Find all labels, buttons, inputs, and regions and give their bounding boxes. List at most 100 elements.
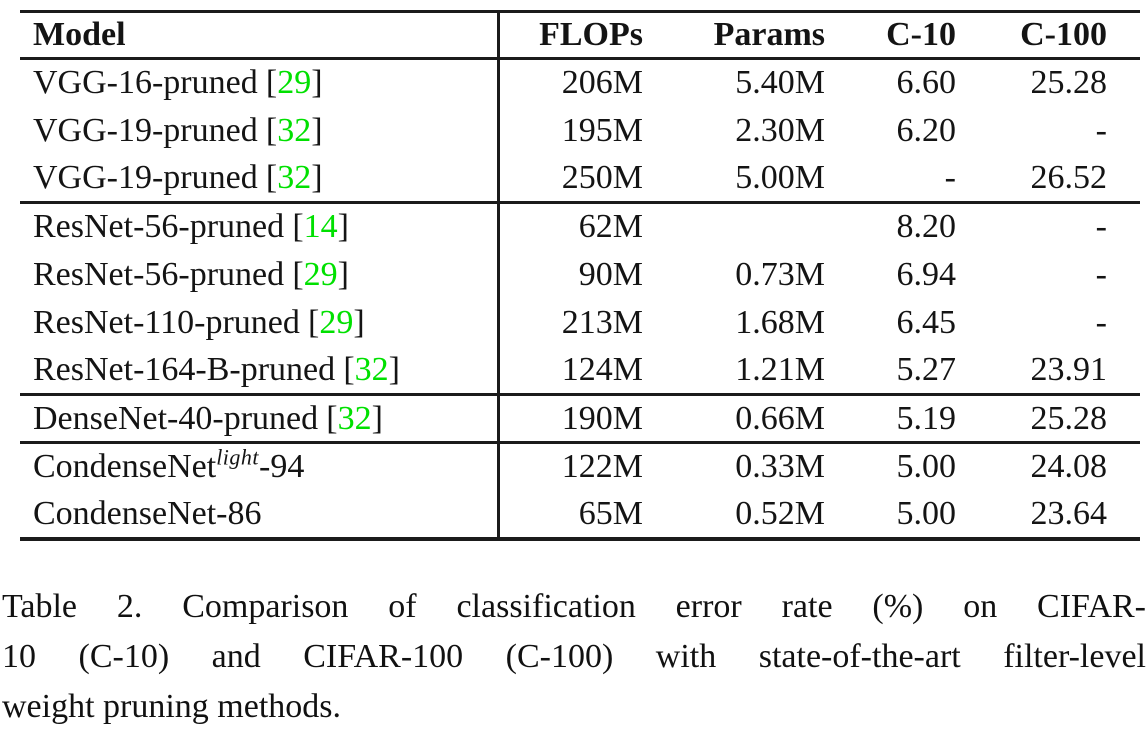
citation-bracket-open: [ [265, 158, 278, 196]
citation-link[interactable]: 14 [303, 208, 338, 246]
model-name: VGG-19-pruned [33, 111, 258, 149]
model-name: ResNet-164-B-pruned [33, 350, 336, 388]
model-name: CondenseNet-86 [33, 494, 262, 532]
citation-bracket-close: ] [311, 158, 323, 196]
flops-cell: 190M [561, 399, 643, 437]
c100-cell: 24.08 [1030, 448, 1108, 486]
citation-bracket-open: [ [265, 111, 278, 149]
section-condensenet: CondenseNetlight-94 122M 0.33M 5.00 24.0… [20, 442, 1140, 539]
c10-cell: 8.20 [896, 208, 957, 246]
caption-line-1: Table 2. Comparison of classification er… [2, 588, 1146, 625]
c10-cell: 6.94 [896, 255, 957, 293]
model-name: ResNet-56-pruned [33, 208, 285, 246]
c100-cell: - [1095, 111, 1107, 149]
citation-link[interactable]: 29 [277, 64, 312, 102]
citation-bracket-close: ] [371, 399, 383, 437]
table-row: DenseNet-40-pruned [32] 190M 0.66M 5.19 2… [20, 394, 1140, 443]
c100-cell: 23.64 [1030, 494, 1108, 532]
results-table: Model FLOPs Params C-10 C-100 VGG-16-pru… [20, 10, 1140, 541]
c100-cell: 25.28 [1030, 64, 1108, 102]
citation-link[interactable]: 29 [303, 255, 338, 293]
params-cell: 0.52M [735, 494, 825, 532]
citation-bracket-close: ] [311, 64, 323, 102]
citation-bracket-close: ] [337, 208, 349, 246]
citation: [14] [292, 208, 349, 245]
model-cell: CondenseNet-86 [20, 490, 500, 539]
params-cell: 1.68M [735, 303, 825, 341]
col-header-c10: C-10 [886, 16, 956, 53]
table-row: ResNet-56-pruned [14] 62M 8.20 - [20, 202, 1140, 251]
params-cell: 0.73M [735, 255, 825, 293]
section-densenet: DenseNet-40-pruned [32] 190M 0.66M 5.19 2… [20, 394, 1140, 443]
model-cell: ResNet-56-pruned [14] [20, 202, 500, 251]
flops-cell: 250M [561, 158, 643, 196]
c100-cell: 26.52 [1030, 158, 1108, 196]
flops-cell: 90M [578, 255, 643, 293]
c100-cell: - [1095, 255, 1107, 293]
flops-cell: 124M [561, 350, 643, 388]
flops-cell: 122M [561, 448, 643, 486]
flops-cell: 213M [561, 303, 643, 341]
table-row: ResNet-56-pruned [29] 90M 0.73M 6.94 - [20, 250, 1140, 299]
c10-cell: 6.60 [896, 64, 957, 102]
c10-cell: 6.45 [896, 303, 957, 341]
citation-link[interactable]: 32 [277, 111, 312, 149]
c10-cell: - [944, 158, 956, 196]
citation-bracket-open: [ [343, 350, 355, 388]
caption-line-2: 10 (C-10) and CIFAR-100 (C-100) with sta… [2, 638, 1146, 675]
citation-link[interactable]: 29 [319, 303, 354, 341]
table-caption: Table 2. Comparison of classification er… [2, 582, 1146, 731]
col-header-model: Model [20, 11, 500, 59]
citation-bracket-open: [ [292, 255, 304, 293]
section-vgg: VGG-16-pruned [29] 206M 5.40M 6.60 25.28 … [20, 58, 1140, 203]
col-header-flops: FLOPs [539, 16, 643, 53]
model-superscript: light [216, 444, 260, 470]
citation-bracket-open: [ [292, 208, 304, 246]
citation-link[interactable]: 32 [337, 399, 372, 437]
params-cell: 2.30M [735, 111, 825, 149]
citation-bracket-open: [ [326, 399, 338, 437]
citation-bracket-open: [ [265, 64, 278, 102]
model-name: DenseNet-40-pruned [33, 399, 319, 437]
table-header: Model FLOPs Params C-10 C-100 [20, 11, 1140, 59]
table-row: VGG-16-pruned [29] 206M 5.40M 6.60 25.28 [20, 58, 1140, 107]
citation-bracket-close: ] [388, 350, 400, 388]
model-name: ResNet-110-pruned [33, 303, 300, 341]
c100-cell: - [1095, 303, 1107, 341]
citation-bracket-close: ] [311, 111, 323, 149]
params-cell: 0.66M [735, 399, 825, 437]
model-name: VGG-16-pruned [33, 64, 258, 102]
citation-link[interactable]: 32 [277, 158, 312, 196]
model-cell: VGG-19-pruned [32] [20, 106, 500, 155]
model-cell: ResNet-164-B-pruned [32] [20, 346, 500, 395]
citation: [32] [343, 351, 400, 388]
params-cell: 0.33M [735, 448, 825, 486]
citation-bracket-close: ] [337, 255, 349, 293]
params-cell: 5.40M [735, 64, 825, 102]
table-row: VGG-19-pruned [32] 195M 2.30M 6.20 - [20, 106, 1140, 155]
citation: [29] [308, 304, 365, 341]
col-header-c100: C-100 [1020, 16, 1107, 53]
table-row: ResNet-164-B-pruned [32] 124M 1.21M 5.27 … [20, 346, 1140, 395]
c100-cell: - [1095, 208, 1107, 246]
section-resnet: ResNet-56-pruned [14] 62M 8.20 - ResNet-5… [20, 202, 1140, 395]
c100-cell: 23.91 [1030, 350, 1108, 388]
citation-bracket-close: ] [353, 303, 365, 341]
c10-cell: 5.19 [896, 399, 957, 437]
model-cell: ResNet-56-pruned [29] [20, 250, 500, 299]
flops-cell: 62M [578, 208, 643, 246]
model-name: VGG-19-pruned [33, 158, 258, 196]
table-row: ResNet-110-pruned [29] 213M 1.68M 6.45 - [20, 298, 1140, 347]
params-cell: 5.00M [735, 158, 825, 196]
params-cell: 1.21M [735, 350, 825, 388]
citation-link[interactable]: 32 [354, 350, 389, 388]
flops-cell: 195M [561, 111, 643, 149]
header-row: Model FLOPs Params C-10 C-100 [20, 11, 1140, 59]
citation: [32] [266, 112, 323, 149]
citation-bracket-open: [ [308, 303, 320, 341]
model-cell: VGG-16-pruned [29] [20, 58, 500, 107]
model-cell: VGG-19-pruned [32] [20, 154, 500, 203]
model-suffix: -94 [259, 448, 305, 486]
table-row: VGG-19-pruned [32] 250M 5.00M - 26.52 [20, 154, 1140, 203]
